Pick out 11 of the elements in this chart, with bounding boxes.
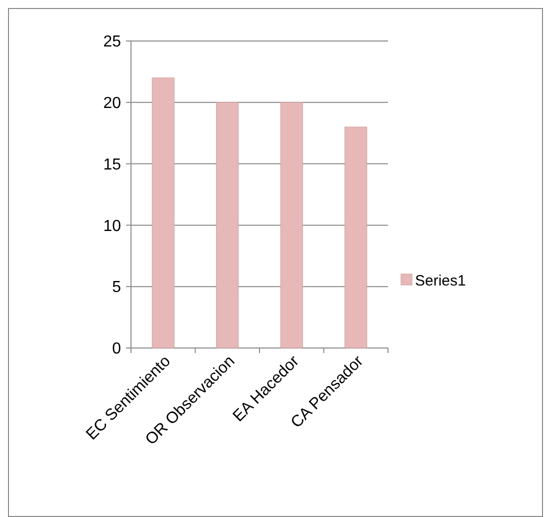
bar [280,102,303,348]
legend-label: Series1 [415,272,466,290]
bar [216,102,239,348]
y-tick-label: 10 [103,218,122,235]
y-tick-label: 25 [103,34,122,51]
y-tick-label: 20 [103,95,122,112]
y-tick-label: 0 [112,340,122,358]
y-tick-label: 15 [103,156,122,174]
bar [344,126,368,348]
bar [152,78,174,348]
y-tick-label: 5 [112,279,122,296]
